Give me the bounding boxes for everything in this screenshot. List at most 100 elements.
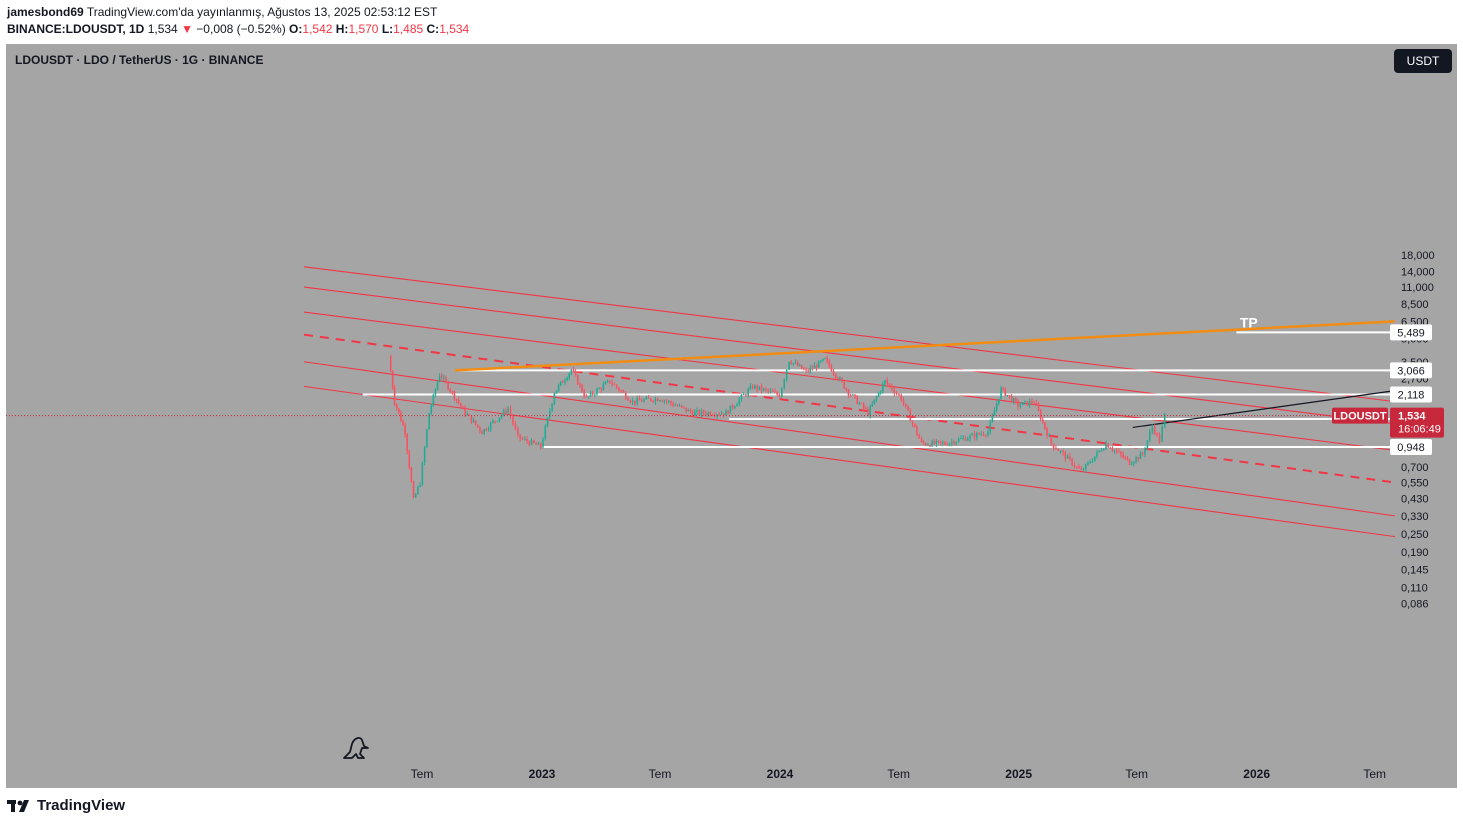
candle <box>1133 461 1135 467</box>
candle <box>647 395 650 399</box>
candle <box>765 386 767 393</box>
candle <box>624 390 627 401</box>
candle-body <box>627 398 629 401</box>
tradingview-logo[interactable]: TradingView <box>7 797 125 814</box>
candle <box>729 405 732 414</box>
candle <box>530 438 533 446</box>
candle <box>474 420 477 426</box>
candle-body <box>483 428 485 434</box>
candle <box>792 362 795 366</box>
candle <box>1002 386 1004 392</box>
candle <box>727 410 729 415</box>
candle <box>696 407 698 415</box>
candle-body <box>886 380 889 384</box>
candle-body <box>496 420 499 422</box>
candle-body <box>1015 398 1017 401</box>
candle-body <box>929 444 931 447</box>
candle-body <box>702 410 705 414</box>
candle <box>716 413 718 419</box>
author-name[interactable]: jamesbond69 <box>7 5 84 19</box>
channel-line-0 <box>303 266 1395 403</box>
candle <box>882 381 884 394</box>
candle <box>718 412 721 417</box>
y-tick-label: 0,250 <box>1401 529 1429 541</box>
candle-body <box>705 413 707 415</box>
currency-label[interactable]: USDT <box>1407 54 1440 68</box>
candle <box>756 384 758 393</box>
candle-body <box>583 391 585 397</box>
candle-body <box>1028 401 1031 406</box>
candle <box>807 368 809 374</box>
candle-body <box>559 381 562 386</box>
candle-body <box>494 420 496 422</box>
candle <box>758 385 761 391</box>
candle-body <box>882 383 884 392</box>
candle <box>911 420 914 427</box>
candle-body <box>995 403 998 411</box>
candle <box>489 421 492 432</box>
candle <box>832 368 835 377</box>
candle-body <box>389 356 392 372</box>
candle <box>604 380 607 385</box>
candle <box>869 404 871 419</box>
candle-body <box>751 385 754 389</box>
candle-body <box>481 430 483 434</box>
candle-body <box>410 467 413 482</box>
candle-body <box>464 407 466 415</box>
chart-area[interactable]: TP 18,00014,00011,0008,5006,5005,0003,50… <box>6 44 1457 788</box>
candle-body <box>691 411 694 416</box>
candle-body <box>539 443 542 448</box>
candle-body <box>674 405 677 407</box>
candle-body <box>555 390 558 394</box>
x-tick-label: Tem <box>1363 767 1386 781</box>
candle <box>579 382 581 388</box>
candle-body <box>946 444 949 446</box>
candle-body <box>659 400 661 402</box>
candle-body <box>1008 395 1011 397</box>
candle <box>1124 455 1127 461</box>
candle <box>1044 422 1046 430</box>
candle <box>995 400 998 413</box>
candle-body <box>611 382 613 385</box>
candle-body <box>720 413 723 415</box>
candle <box>819 360 822 364</box>
candle <box>1118 448 1120 453</box>
candle <box>749 383 752 391</box>
candle-body <box>884 380 886 384</box>
price-chart[interactable]: TP 18,00014,00011,0008,5006,5005,0003,50… <box>6 44 1457 788</box>
candle-body <box>1073 465 1076 467</box>
candle-body <box>517 428 519 435</box>
candle <box>839 376 841 382</box>
candle-body <box>1124 457 1127 459</box>
candle-body <box>549 410 551 418</box>
candle-body <box>747 389 749 396</box>
candle-body <box>689 409 692 412</box>
candle-body <box>803 368 805 370</box>
candle-body <box>606 380 609 383</box>
candle-body <box>528 441 531 445</box>
symbol-full[interactable]: BINANCE:LDOUSDT, 1D <box>7 22 145 36</box>
candle <box>1080 466 1083 471</box>
candle <box>989 419 991 435</box>
candle <box>760 383 763 394</box>
candle-body <box>526 438 528 442</box>
candle-body <box>805 369 807 371</box>
candle <box>924 442 927 447</box>
candle-body <box>736 404 738 407</box>
candle <box>902 397 905 406</box>
candle-body <box>1161 426 1163 442</box>
candle <box>555 390 558 394</box>
candle <box>754 384 756 390</box>
candle-body <box>591 392 594 395</box>
candle <box>404 422 406 438</box>
currency-button[interactable]: USDT <box>1394 49 1452 73</box>
candle-body <box>966 438 969 441</box>
level-badge-bg <box>1390 386 1432 403</box>
candle <box>650 398 652 402</box>
candle <box>1050 435 1053 446</box>
candle <box>559 381 562 387</box>
candle <box>879 390 882 395</box>
candle-body <box>542 439 544 448</box>
candle-body <box>1141 452 1144 455</box>
candle <box>946 441 949 447</box>
